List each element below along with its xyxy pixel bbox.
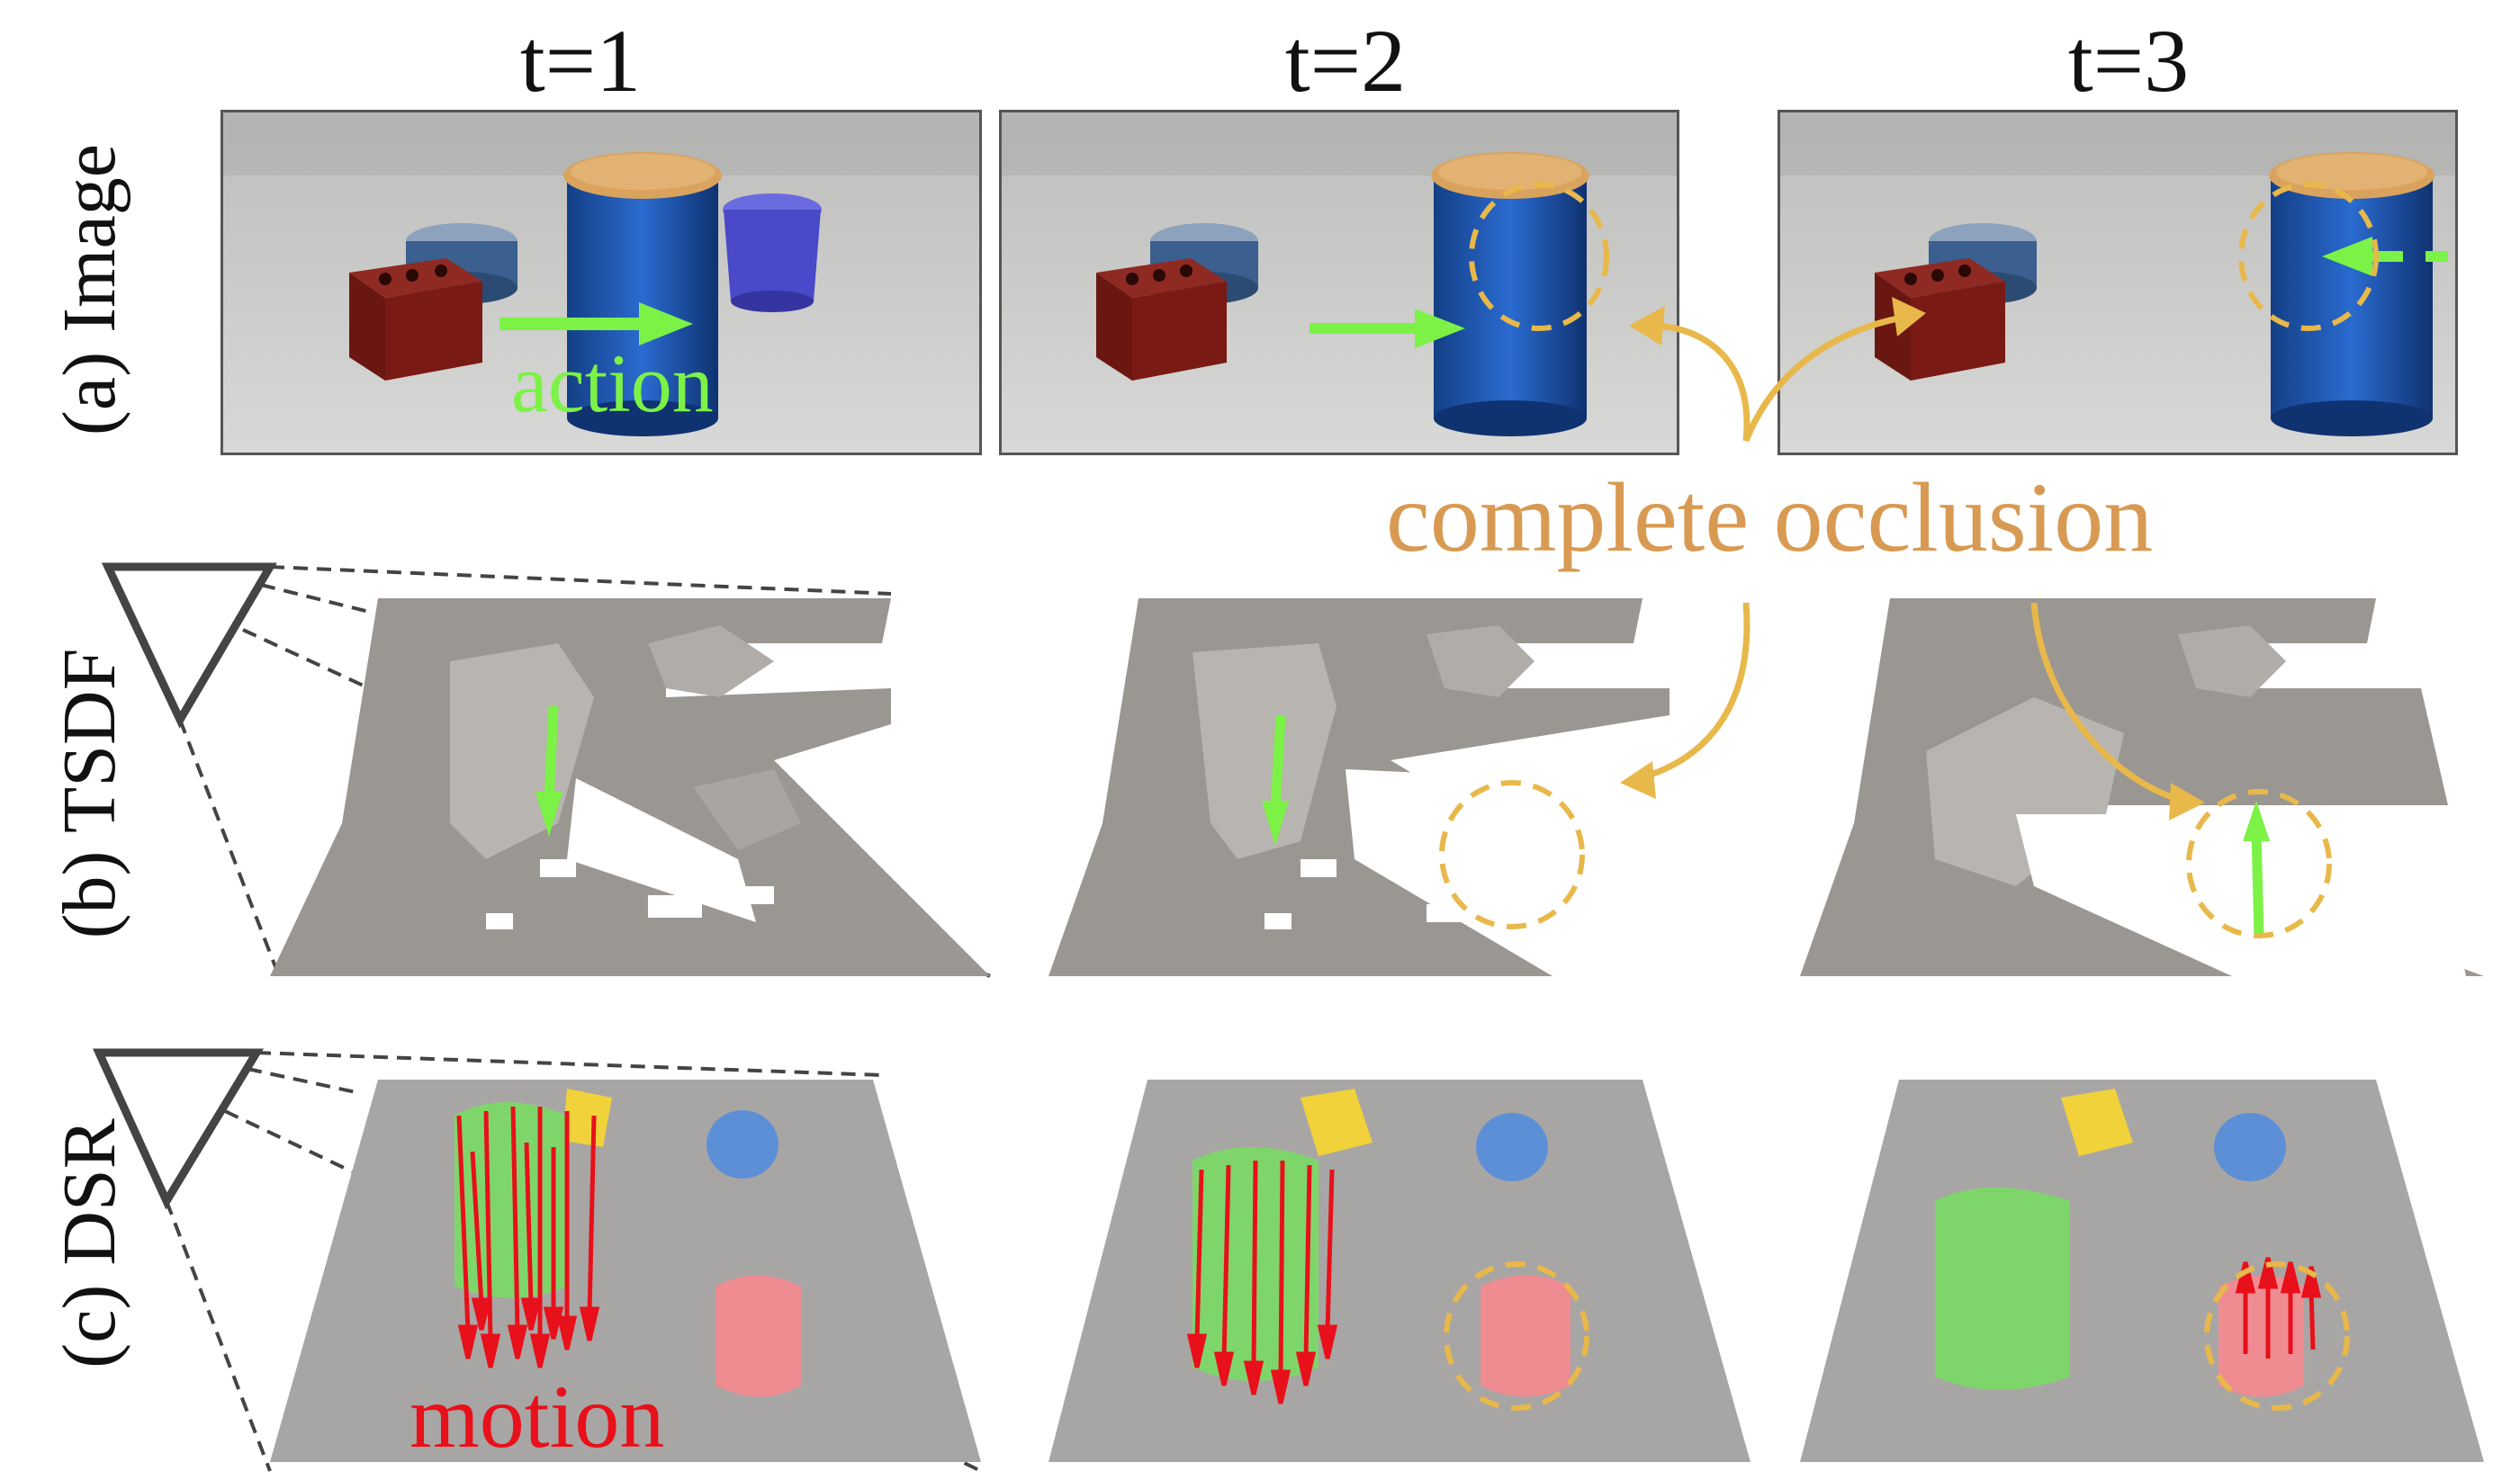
camera-frustum-dsr [93, 1048, 982, 1473]
dsr-scene-t2 [1048, 1080, 1750, 1462]
tsdf-mesh-t2 [1048, 598, 1750, 976]
occlusion-circle-tsdf-t2 [1439, 780, 1585, 929]
motion-arrows-dsr-t3 [2235, 1257, 2322, 1359]
occlusion-circle-dsr-t3 [2204, 1261, 2350, 1411]
row-label-image: (a) Image [48, 143, 131, 436]
occlusion-circle-image-t2 [1469, 182, 1609, 331]
occlusion-circle-tsdf-t3 [2186, 789, 2332, 938]
dsr-scene-t3 [1800, 1080, 2484, 1462]
column-title-t1: t=1 [519, 11, 642, 111]
column-title-t3: t=3 [2067, 11, 2190, 111]
occlusion-circle-dsr-t2 [1444, 1261, 1589, 1411]
column-title-t2: t=2 [1284, 11, 1407, 111]
photo-t3 [1778, 110, 2458, 455]
occlusion-connector-arrows [1620, 297, 2205, 821]
action-arrow-tsdf-t2 [1262, 714, 1289, 846]
motion-label: motion [410, 1367, 665, 1467]
action-label: action [511, 337, 714, 429]
motion-arrow-tsdf-t3 [2243, 801, 2270, 937]
motion-arrows-dsr-t1 [456, 1106, 600, 1368]
action-arrow-t1 [500, 302, 693, 345]
photo-t1 [220, 110, 982, 455]
motion-arrows-dsr-t2 [1186, 1160, 1338, 1404]
action-arrow-t2 [1310, 309, 1465, 348]
occlusion-label: complete occlusion [1386, 462, 2154, 572]
photo-t2 [999, 110, 1679, 455]
tsdf-mesh-t3 [1800, 598, 2484, 976]
tsdf-mesh-t1 [270, 598, 990, 976]
action-arrow-t3 [2322, 237, 2448, 276]
action-arrow-tsdf-t1 [536, 705, 562, 837]
occlusion-circle-image-t3 [2238, 182, 2379, 331]
